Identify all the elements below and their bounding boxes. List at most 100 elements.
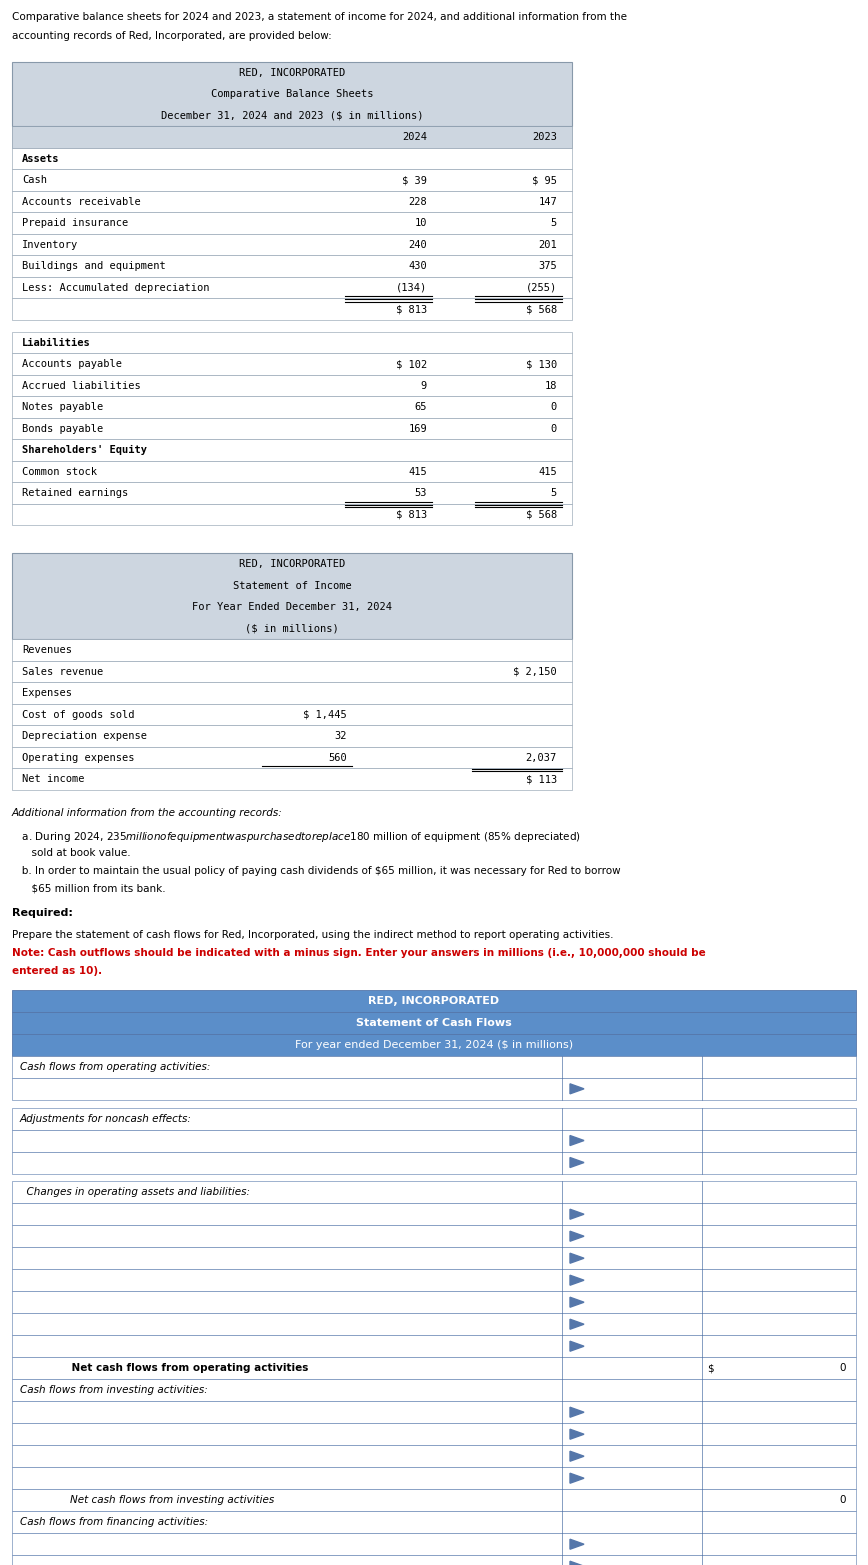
Text: 169: 169 xyxy=(408,424,427,434)
Bar xyxy=(12,768,572,790)
Text: Cash flows from operating activities:: Cash flows from operating activities: xyxy=(20,1061,210,1072)
Text: Note: Cash outflows should be indicated with a minus sign. Enter your answers in: Note: Cash outflows should be indicated … xyxy=(12,948,706,958)
Bar xyxy=(12,1335,856,1357)
Bar xyxy=(12,1182,856,1203)
Bar xyxy=(12,191,572,213)
Bar xyxy=(12,460,572,482)
Text: $ 813: $ 813 xyxy=(396,510,427,520)
Bar xyxy=(12,1013,856,1034)
Text: $ 568: $ 568 xyxy=(526,510,557,520)
Text: Buildings and equipment: Buildings and equipment xyxy=(22,261,166,271)
Text: 2023: 2023 xyxy=(532,133,557,142)
Polygon shape xyxy=(570,1540,584,1549)
Text: Retained earnings: Retained earnings xyxy=(22,488,128,498)
Text: Statement of Income: Statement of Income xyxy=(233,581,352,590)
Text: 415: 415 xyxy=(538,466,557,477)
Text: Net cash flows from operating activities: Net cash flows from operating activities xyxy=(57,1363,308,1373)
Text: 53: 53 xyxy=(415,488,427,498)
Bar xyxy=(12,1556,856,1565)
Text: Accrued liabilities: Accrued liabilities xyxy=(22,380,141,391)
Text: ($ in millions): ($ in millions) xyxy=(245,623,339,634)
Text: RED, INCORPORATED: RED, INCORPORATED xyxy=(368,995,500,1006)
Bar xyxy=(12,149,572,169)
Text: 65: 65 xyxy=(415,402,427,412)
Bar xyxy=(12,1152,856,1174)
Text: Prepaid insurance: Prepaid insurance xyxy=(22,218,128,228)
Text: $ 813: $ 813 xyxy=(396,304,427,315)
Polygon shape xyxy=(570,1473,584,1484)
Text: Sales revenue: Sales revenue xyxy=(22,667,103,676)
Bar xyxy=(12,640,572,660)
Polygon shape xyxy=(570,1254,584,1263)
Text: 147: 147 xyxy=(538,197,557,207)
Bar xyxy=(12,1247,856,1269)
Text: 201: 201 xyxy=(538,239,557,250)
Text: Bonds payable: Bonds payable xyxy=(22,424,103,434)
Text: $ 39: $ 39 xyxy=(402,175,427,185)
Text: Additional information from the accounting records:: Additional information from the accounti… xyxy=(12,808,283,818)
Bar xyxy=(12,704,572,725)
Text: 430: 430 xyxy=(408,261,427,271)
Text: 10: 10 xyxy=(415,218,427,228)
Polygon shape xyxy=(570,1407,584,1418)
Text: RED, INCORPORATED: RED, INCORPORATED xyxy=(239,559,345,570)
Bar xyxy=(12,1357,856,1379)
Text: accounting records of Red, Incorporated, are provided below:: accounting records of Red, Incorporated,… xyxy=(12,31,332,41)
Bar xyxy=(12,1512,856,1534)
Bar xyxy=(12,1401,856,1423)
Text: 2,037: 2,037 xyxy=(526,753,557,762)
Text: Liabilities: Liabilities xyxy=(22,338,91,347)
Bar xyxy=(12,127,572,149)
Bar xyxy=(12,1534,856,1556)
Bar xyxy=(12,1130,856,1152)
Text: $ 568: $ 568 xyxy=(526,304,557,315)
Bar xyxy=(12,1108,856,1130)
Bar xyxy=(12,1490,856,1512)
Text: 0: 0 xyxy=(551,402,557,412)
Bar xyxy=(12,1269,856,1291)
Text: $ 1,445: $ 1,445 xyxy=(303,709,347,720)
Text: 32: 32 xyxy=(334,731,347,742)
Text: 0: 0 xyxy=(551,424,557,434)
Bar xyxy=(12,660,572,682)
Text: (134): (134) xyxy=(396,283,427,293)
Text: $ 102: $ 102 xyxy=(396,358,427,369)
Bar xyxy=(12,682,572,704)
Polygon shape xyxy=(570,1136,584,1146)
Text: Common stock: Common stock xyxy=(22,466,97,477)
Bar xyxy=(12,1056,856,1078)
Text: Notes payable: Notes payable xyxy=(22,402,103,412)
Text: 9: 9 xyxy=(421,380,427,391)
Bar xyxy=(12,354,572,376)
Bar xyxy=(12,277,572,299)
Text: 5: 5 xyxy=(551,218,557,228)
Bar xyxy=(12,63,572,127)
Text: (255): (255) xyxy=(526,283,557,293)
Text: Comparative Balance Sheets: Comparative Balance Sheets xyxy=(211,89,373,99)
Polygon shape xyxy=(570,1232,584,1241)
Bar xyxy=(12,482,572,504)
Text: Shareholders' Equity: Shareholders' Equity xyxy=(22,444,147,455)
Bar xyxy=(12,255,572,277)
Text: Prepare the statement of cash flows for Red, Incorporated, using the indirect me: Prepare the statement of cash flows for … xyxy=(12,930,614,941)
Text: Less: Accumulated depreciation: Less: Accumulated depreciation xyxy=(22,283,209,293)
Bar xyxy=(12,418,572,440)
Text: Expenses: Expenses xyxy=(22,689,72,698)
Text: 228: 228 xyxy=(408,197,427,207)
Text: Net income: Net income xyxy=(22,775,84,784)
Bar xyxy=(12,725,572,747)
Bar xyxy=(12,1444,856,1468)
Bar xyxy=(12,396,572,418)
Text: 2024: 2024 xyxy=(402,133,427,142)
Text: $ 130: $ 130 xyxy=(526,358,557,369)
Text: 240: 240 xyxy=(408,239,427,250)
Bar xyxy=(12,299,572,319)
Bar xyxy=(12,1078,856,1100)
Text: 0: 0 xyxy=(839,1495,846,1506)
Bar xyxy=(12,1034,856,1056)
Bar xyxy=(12,1379,856,1401)
Text: 375: 375 xyxy=(538,261,557,271)
Text: 18: 18 xyxy=(544,380,557,391)
Text: Operating expenses: Operating expenses xyxy=(22,753,135,762)
Text: 560: 560 xyxy=(328,753,347,762)
